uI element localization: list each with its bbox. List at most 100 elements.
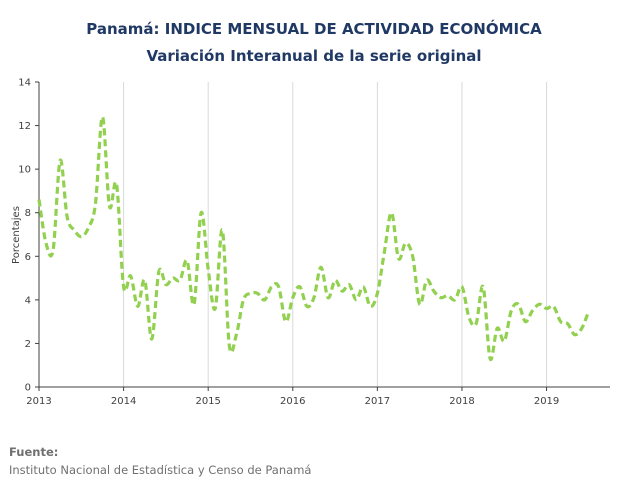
data-point xyxy=(129,274,132,277)
data-point xyxy=(334,279,337,282)
data-point xyxy=(425,279,428,282)
data-point xyxy=(200,211,203,214)
data-point xyxy=(397,257,400,260)
y-tick-label: 12 xyxy=(18,121,31,132)
data-point xyxy=(418,303,421,306)
x-tick-label: 2019 xyxy=(534,396,559,407)
data-point xyxy=(214,307,217,310)
data-point xyxy=(87,226,90,229)
data-point xyxy=(38,198,41,201)
data-point xyxy=(136,305,139,308)
data-point xyxy=(524,320,527,323)
data-point xyxy=(475,322,478,325)
data-point xyxy=(411,255,414,258)
data-point xyxy=(284,320,287,323)
data-point xyxy=(256,292,259,295)
data-point xyxy=(503,340,506,343)
data-point xyxy=(538,303,541,306)
data-point xyxy=(291,296,294,299)
data-point xyxy=(362,285,365,288)
data-point xyxy=(122,285,125,288)
x-tick-label: 2014 xyxy=(111,396,136,407)
data-point xyxy=(587,309,590,312)
data-point xyxy=(193,303,196,306)
x-tick-label: 2018 xyxy=(449,396,474,407)
axes-layer xyxy=(38,82,610,388)
data-point xyxy=(489,357,492,360)
data-point xyxy=(319,266,322,269)
data-point xyxy=(348,283,351,286)
y-tick-label: 2 xyxy=(25,339,31,350)
data-point xyxy=(341,290,344,293)
data-point xyxy=(383,250,386,253)
data-point xyxy=(228,344,231,347)
data-point xyxy=(369,305,372,308)
data-point xyxy=(242,298,245,301)
y-tick-label: 6 xyxy=(25,252,31,263)
y-axis-label: Porcentajes xyxy=(11,206,22,264)
data-point xyxy=(277,285,280,288)
data-point xyxy=(143,279,146,282)
x-tick-label: 2016 xyxy=(280,396,305,407)
data-point xyxy=(453,298,456,301)
chart-subtitle: Variación Interanual de la serie origina… xyxy=(146,47,482,65)
data-point xyxy=(580,327,583,330)
data-point xyxy=(376,292,379,295)
y-tick-label: 10 xyxy=(18,165,31,176)
data-point xyxy=(467,316,470,319)
data-point xyxy=(59,159,62,162)
data-point xyxy=(305,305,308,308)
data-point xyxy=(73,229,76,232)
data-point xyxy=(270,285,273,288)
data-point xyxy=(446,294,449,297)
data-point xyxy=(573,333,576,336)
data-point xyxy=(355,298,358,301)
data-point xyxy=(327,296,330,299)
data-point xyxy=(94,203,97,206)
data-point xyxy=(531,309,534,312)
data-point xyxy=(80,235,83,238)
data-point xyxy=(545,307,548,310)
data-point xyxy=(186,259,189,262)
source-text: Instituto Nacional de Estadística y Cens… xyxy=(9,463,312,477)
source-label: Fuente: xyxy=(9,445,59,459)
data-point xyxy=(552,305,555,308)
data-point xyxy=(390,211,393,214)
data-point xyxy=(439,296,442,299)
y-tick-label: 14 xyxy=(18,78,31,89)
data-point xyxy=(66,216,69,219)
x-tick-label: 2013 xyxy=(26,396,51,407)
y-tick-label: 0 xyxy=(25,383,31,394)
data-point xyxy=(52,248,55,251)
data-point xyxy=(115,183,118,186)
data-point xyxy=(566,322,569,325)
data-point xyxy=(312,296,315,299)
data-point xyxy=(101,115,104,118)
data-point xyxy=(482,285,485,288)
chart-title: Panamá: INDICE MENSUAL DE ACTIVIDAD ECON… xyxy=(86,20,542,38)
ticks-layer: 0 2 4 6 8 10 12 14 2013 2014 2015 2016 2017 2018 2019 xyxy=(18,78,559,408)
data-point xyxy=(432,290,435,293)
y-tick-label: 4 xyxy=(25,295,31,306)
data-point xyxy=(298,285,301,288)
data-point xyxy=(221,229,224,232)
grid-layer xyxy=(38,82,548,387)
x-tick-label: 2015 xyxy=(195,396,220,407)
data-point xyxy=(517,303,520,306)
data-point xyxy=(157,270,160,273)
data-point xyxy=(263,298,266,301)
data-point xyxy=(45,242,48,245)
data-point xyxy=(460,285,463,288)
data-point xyxy=(404,242,407,245)
data-point xyxy=(150,338,153,341)
data-point xyxy=(510,309,513,312)
data-point xyxy=(496,327,499,330)
data-point xyxy=(249,292,252,295)
data-point xyxy=(207,268,210,271)
series-line xyxy=(37,115,591,362)
data-point xyxy=(164,283,167,286)
x-tick-label: 2017 xyxy=(365,396,390,407)
data-point xyxy=(559,320,562,323)
y-tick-label: 8 xyxy=(25,208,31,219)
